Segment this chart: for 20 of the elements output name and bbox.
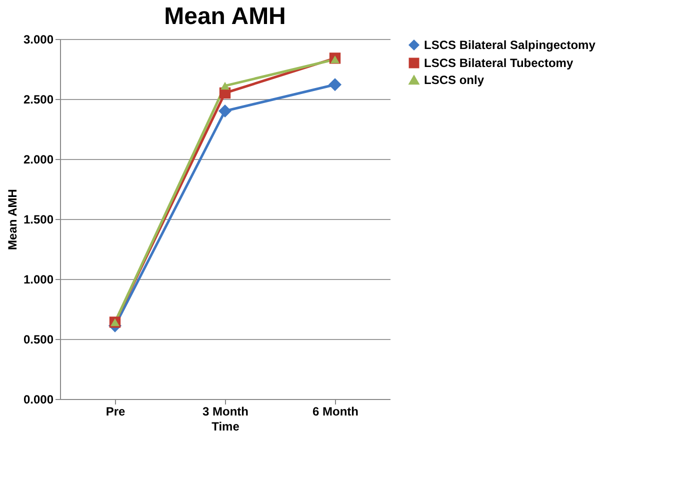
- point: [328, 78, 342, 92]
- x-tick-label: 3 Month: [202, 404, 248, 418]
- y-tick-label: 2.000: [23, 152, 54, 166]
- y-tick-label: 0.000: [23, 392, 54, 406]
- y-tick-label: 3.000: [23, 32, 54, 46]
- y-tick-label: 0.500: [23, 332, 54, 346]
- point: [218, 104, 232, 118]
- point: [330, 56, 340, 64]
- y-axis-title: Mean AMH: [5, 189, 20, 250]
- x-axis-title: Time: [212, 420, 240, 434]
- y-tick-label: 2.500: [23, 92, 54, 106]
- x-tick-label: Pre: [106, 404, 126, 418]
- legend-label: LSCS Bilateral Salpingectomy: [424, 38, 596, 52]
- x-tick-label: 6 Month: [312, 404, 358, 418]
- legend-label: LSCS Bilateral Tubectomy: [424, 56, 574, 70]
- chart-title: Mean AMH: [164, 3, 286, 30]
- y-tick-label: 1.500: [23, 212, 54, 226]
- point: [220, 82, 230, 90]
- legend-label: LSCS only: [424, 73, 484, 87]
- y-tick-label: 1.000: [23, 272, 54, 286]
